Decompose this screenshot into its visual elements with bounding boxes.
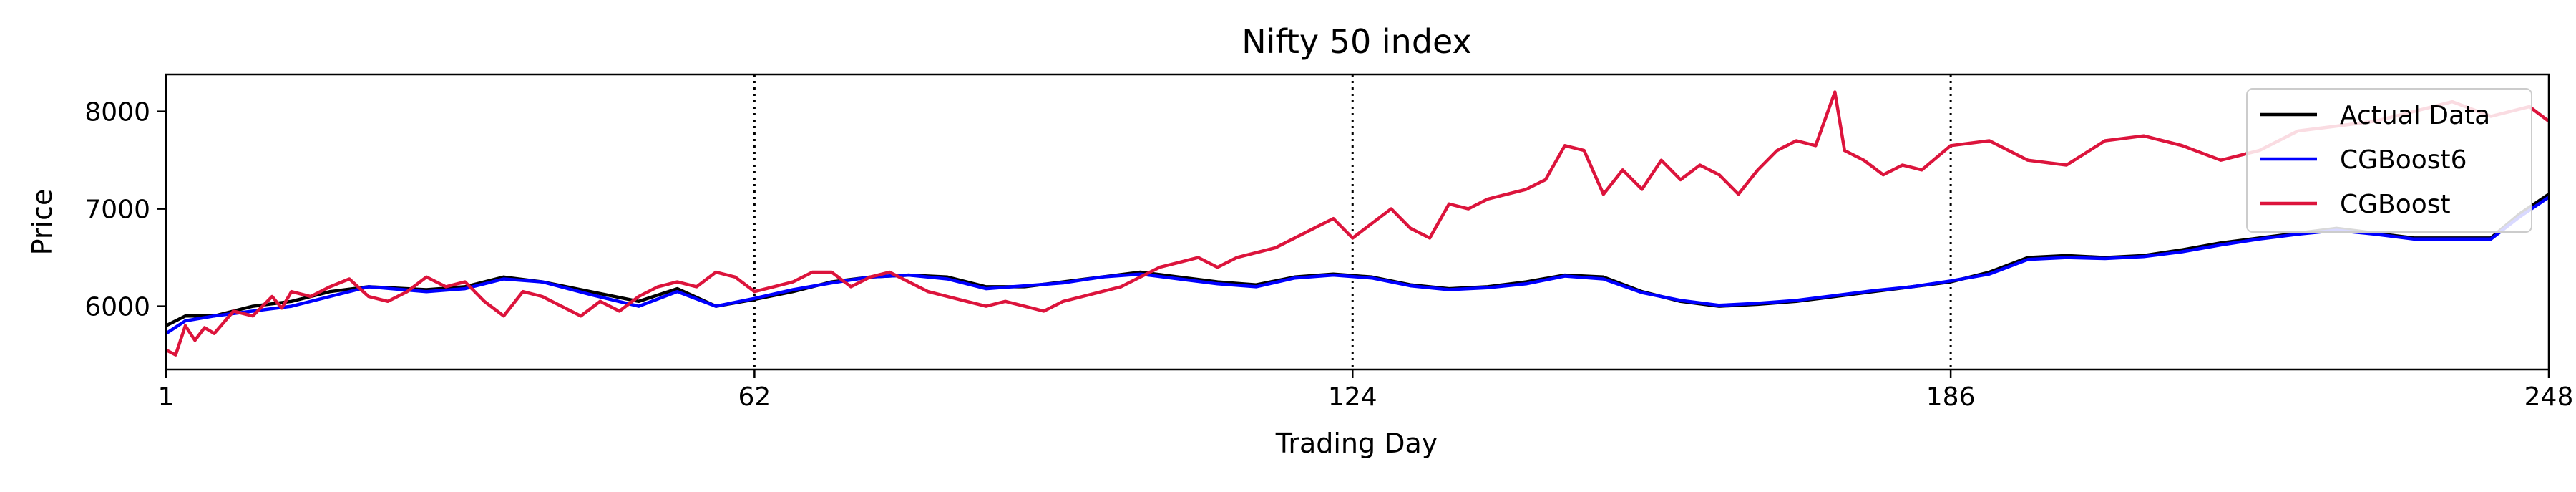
chart-title: Nifty 50 index: [1241, 22, 1471, 61]
x-tick-label: 1: [158, 382, 175, 412]
series-line: [165, 196, 2550, 335]
series-line: [165, 193, 2550, 327]
x-tick-label: 186: [1926, 382, 1976, 412]
x-tick-label: 62: [738, 382, 771, 412]
legend-label: CGBoost6: [2340, 145, 2467, 175]
x-axis-label: Trading Day: [1275, 428, 1438, 459]
legend-label: Actual Data: [2340, 101, 2490, 130]
plot-frame: [165, 73, 2550, 371]
x-tick-label: 248: [2524, 382, 2574, 412]
axes: 1 62 124 186 248 6000 7000 8000: [84, 73, 2574, 412]
y-axis-label: Price: [26, 189, 58, 256]
x-tick-label: 124: [1328, 382, 1377, 412]
y-tick-label: 7000: [84, 196, 150, 225]
series-group: [165, 90, 2550, 357]
legend-label: CGBoost: [2340, 190, 2451, 219]
y-tick-label: 6000: [84, 293, 150, 322]
y-tick-label: 8000: [84, 98, 150, 127]
series-line: [165, 90, 2550, 357]
legend-box: [2246, 88, 2532, 233]
vertical-gridlines: [753, 74, 1952, 370]
legend: Actual Data CGBoost6 CGBoost: [2246, 88, 2532, 233]
